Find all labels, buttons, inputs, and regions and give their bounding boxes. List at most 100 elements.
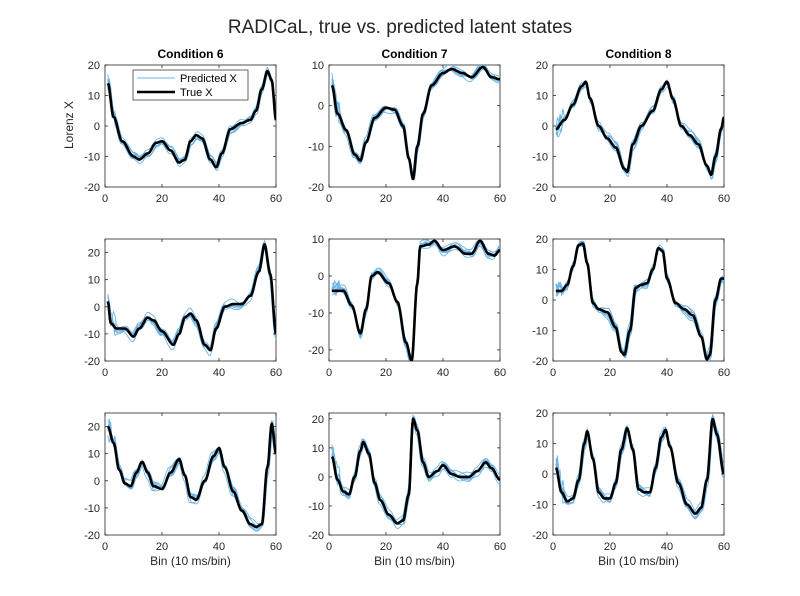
x-tick-label: 0 (102, 541, 108, 553)
y-tick-label: -10 (308, 501, 324, 513)
x-tick-label: 60 (270, 541, 282, 553)
y-tick-label: 10 (88, 275, 100, 287)
predicted-x-line (555, 240, 724, 361)
x-tick-label: 20 (604, 367, 616, 379)
y-tick-label: -10 (532, 152, 548, 164)
x-tick-label: 40 (213, 193, 225, 205)
y-tick-label: 20 (88, 422, 100, 434)
x-tick-label: 40 (661, 541, 673, 553)
y-tick-label: -20 (532, 182, 548, 194)
y-tick-label: -10 (84, 329, 100, 341)
y-axis-label: Lorenz X (62, 101, 76, 149)
y-tick-label: 0 (542, 295, 548, 307)
y-tick-label: -20 (532, 356, 548, 368)
legend-true-label: True X (180, 87, 213, 99)
y-tick-label: 0 (318, 472, 324, 484)
y-tick-label: 20 (312, 414, 324, 426)
subplot-1: 0 20 40 60 -20 -10 0 10 20 Condition 6 Lorenz X Pre… (62, 47, 282, 205)
x-tick-label: 0 (550, 541, 556, 553)
plot-area (331, 239, 500, 361)
x-tick-label: 0 (326, 193, 332, 205)
true-x-line (330, 417, 500, 525)
y-tick-label: 10 (88, 449, 100, 461)
plot-area (106, 239, 276, 357)
x-tick-label: 20 (380, 193, 392, 205)
x-tick-label: 20 (604, 541, 616, 553)
subplot-2: 0 20 40 60 -20 -10 0 10 Condition 7 (308, 47, 506, 205)
x-tick-label: 40 (437, 541, 449, 553)
y-tick-label: -20 (308, 530, 324, 542)
x-tick-label: 60 (270, 367, 282, 379)
x-tick-label: 20 (380, 367, 392, 379)
x-tick-label: 40 (661, 193, 673, 205)
x-tick-label: 60 (494, 367, 506, 379)
x-tick-label: 20 (604, 193, 616, 205)
x-tick-label: 60 (270, 193, 282, 205)
y-tick-label: 20 (536, 60, 548, 72)
x-tick-label: 20 (156, 541, 168, 553)
y-tick-label: -10 (84, 152, 100, 164)
axes-box (104, 412, 277, 536)
x-tick-label: 20 (156, 193, 168, 205)
y-tick-label: 20 (88, 60, 100, 72)
y-tick-label: 20 (536, 408, 548, 420)
axes-box (104, 238, 277, 362)
plot-area (555, 79, 724, 180)
x-tick-label: 40 (213, 367, 225, 379)
y-tick-label: 20 (88, 248, 100, 260)
axes-box (552, 64, 725, 188)
true-x-line (106, 422, 276, 529)
x-tick-label: 0 (102, 193, 108, 205)
x-tick-label: 40 (661, 367, 673, 379)
legend-predicted-label: Predicted X (180, 73, 238, 85)
y-tick-label: 0 (542, 469, 548, 481)
plot-area (555, 240, 724, 361)
y-tick-label: -20 (84, 530, 100, 542)
plot-area (554, 414, 724, 520)
y-tick-label: -20 (84, 182, 100, 194)
y-tick-label: 0 (94, 476, 100, 488)
y-tick-label: -20 (308, 345, 324, 357)
plot-area (330, 65, 500, 181)
y-tick-label: 0 (318, 271, 324, 283)
x-axis-label: Bin (10 ms/bin) (598, 554, 679, 568)
subplot-title: Condition 6 (158, 47, 224, 61)
x-tick-label: 60 (494, 193, 506, 205)
x-tick-label: 60 (718, 541, 730, 553)
y-tick-label: -10 (84, 503, 100, 515)
y-tick-label: 10 (536, 439, 548, 451)
y-tick-label: 10 (312, 60, 324, 72)
subplot-5: 0 20 40 60 -20 -10 0 10 (308, 234, 506, 379)
y-tick-label: -10 (532, 326, 548, 338)
subplot-6: 0 20 40 60 -20 -10 0 10 20 (532, 234, 730, 379)
legend: Predicted X True X (132, 69, 249, 101)
subplot-3: 0 20 40 60 -20 -10 0 10 20 Condition 8 (532, 47, 730, 205)
y-tick-label: -20 (84, 356, 100, 368)
y-tick-label: 20 (536, 234, 548, 246)
y-tick-label: 0 (94, 121, 100, 133)
predicted-x-line (555, 81, 724, 174)
plot-area (106, 418, 276, 532)
x-tick-label: 20 (156, 367, 168, 379)
subplot-title: Condition 8 (606, 47, 672, 61)
y-tick-label: 10 (536, 91, 548, 103)
y-tick-label: 10 (312, 443, 324, 455)
y-tick-label: -20 (308, 182, 324, 194)
y-tick-label: -10 (532, 500, 548, 512)
true-x-line (330, 65, 500, 181)
x-tick-label: 60 (718, 193, 730, 205)
y-tick-label: 0 (318, 101, 324, 113)
x-tick-label: 60 (494, 541, 506, 553)
predicted-x-line (331, 421, 500, 521)
predicted-x-line (107, 427, 276, 526)
true-x-line (106, 69, 276, 169)
x-tick-label: 0 (102, 367, 108, 379)
x-tick-label: 40 (213, 541, 225, 553)
y-tick-label: -20 (532, 530, 548, 542)
predicted-x-line (555, 420, 724, 511)
plot-area (330, 414, 500, 529)
